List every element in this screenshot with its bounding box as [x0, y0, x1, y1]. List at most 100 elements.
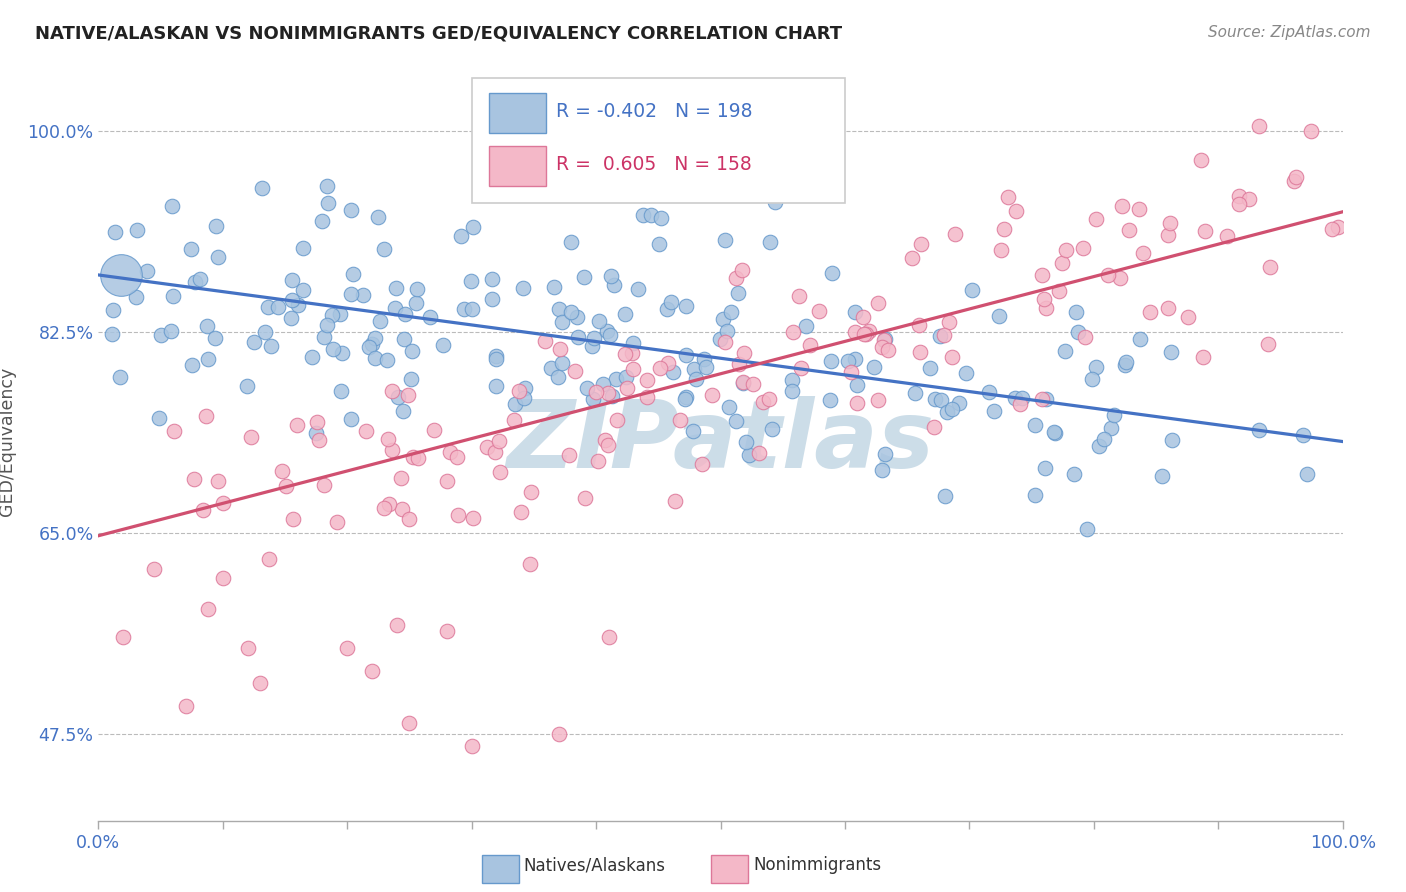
- Point: [249, 675, 271, 690]
- Point: [1216, 229, 1239, 244]
- Point: [183, 472, 205, 486]
- Point: [901, 251, 924, 265]
- Point: [1327, 220, 1350, 235]
- Point: [419, 310, 441, 325]
- Point: [1097, 268, 1119, 283]
- Point: [149, 328, 172, 343]
- Point: [662, 365, 685, 379]
- Text: Source: ZipAtlas.com: Source: ZipAtlas.com: [1208, 25, 1371, 40]
- Point: [321, 308, 343, 322]
- Point: [190, 271, 212, 285]
- Point: [110, 369, 132, 384]
- Point: [1139, 305, 1161, 319]
- Point: [1115, 355, 1137, 369]
- Point: [387, 390, 409, 404]
- Point: [1088, 439, 1111, 453]
- Point: [1285, 169, 1308, 184]
- Point: [508, 384, 530, 399]
- Point: [782, 325, 804, 339]
- Point: [394, 307, 416, 321]
- Point: [581, 339, 603, 353]
- Point: [846, 378, 869, 392]
- Point: [560, 304, 582, 318]
- Point: [322, 342, 344, 356]
- Point: [717, 400, 740, 414]
- Point: [1189, 153, 1212, 167]
- Point: [1102, 408, 1125, 422]
- Point: [852, 310, 875, 324]
- Point: [614, 369, 637, 384]
- Point: [1282, 174, 1305, 188]
- Point: [948, 396, 970, 410]
- Point: [997, 190, 1019, 204]
- Point: [260, 338, 283, 352]
- Point: [110, 268, 132, 282]
- Point: [125, 290, 148, 304]
- Point: [1099, 421, 1122, 435]
- Point: [910, 237, 932, 252]
- Point: [908, 345, 931, 359]
- Point: [1109, 271, 1132, 285]
- Point: [207, 250, 229, 264]
- Point: [460, 274, 482, 288]
- Point: [763, 194, 786, 209]
- Point: [488, 434, 510, 448]
- Point: [104, 225, 127, 239]
- Point: [316, 178, 339, 193]
- Point: [818, 393, 841, 408]
- Point: [381, 384, 404, 398]
- Point: [505, 397, 527, 411]
- Point: [368, 314, 391, 328]
- Point: [475, 440, 498, 454]
- Text: ZIPatlas: ZIPatlas: [506, 395, 935, 488]
- Point: [863, 360, 886, 375]
- Point: [509, 505, 531, 519]
- Point: [875, 333, 897, 347]
- Point: [1052, 256, 1074, 270]
- Point: [1004, 391, 1026, 405]
- Point: [250, 181, 273, 195]
- Point: [406, 451, 429, 466]
- Point: [603, 278, 626, 293]
- Point: [870, 340, 893, 354]
- Point: [308, 433, 330, 447]
- Point: [197, 602, 219, 616]
- Point: [731, 376, 754, 390]
- Point: [738, 448, 761, 462]
- Point: [941, 402, 963, 417]
- Point: [389, 471, 412, 485]
- Point: [463, 510, 485, 524]
- Point: [1047, 285, 1070, 299]
- Point: [1159, 216, 1181, 230]
- Point: [598, 438, 620, 452]
- Point: [585, 385, 607, 400]
- Point: [1084, 211, 1107, 226]
- Point: [1128, 202, 1150, 216]
- Point: [183, 275, 205, 289]
- Text: R = -0.402   N = 198: R = -0.402 N = 198: [557, 103, 752, 121]
- Point: [101, 326, 124, 341]
- Point: [1118, 223, 1140, 237]
- Point: [593, 433, 616, 447]
- Point: [820, 354, 842, 368]
- Point: [384, 301, 406, 315]
- Point: [447, 508, 470, 522]
- Point: [929, 393, 952, 408]
- Point: [907, 318, 929, 333]
- Point: [460, 739, 484, 753]
- Point: [564, 364, 586, 378]
- Point: [988, 309, 1011, 323]
- Point: [977, 384, 1000, 399]
- Point: [1084, 359, 1107, 374]
- Point: [1053, 343, 1076, 358]
- Point: [534, 334, 557, 349]
- Point: [513, 391, 536, 405]
- Point: [720, 304, 742, 318]
- Point: [934, 489, 956, 503]
- Point: [103, 303, 125, 318]
- Point: [873, 333, 896, 347]
- Point: [361, 337, 384, 351]
- Point: [352, 288, 374, 302]
- Point: [259, 552, 281, 566]
- Point: [311, 214, 333, 228]
